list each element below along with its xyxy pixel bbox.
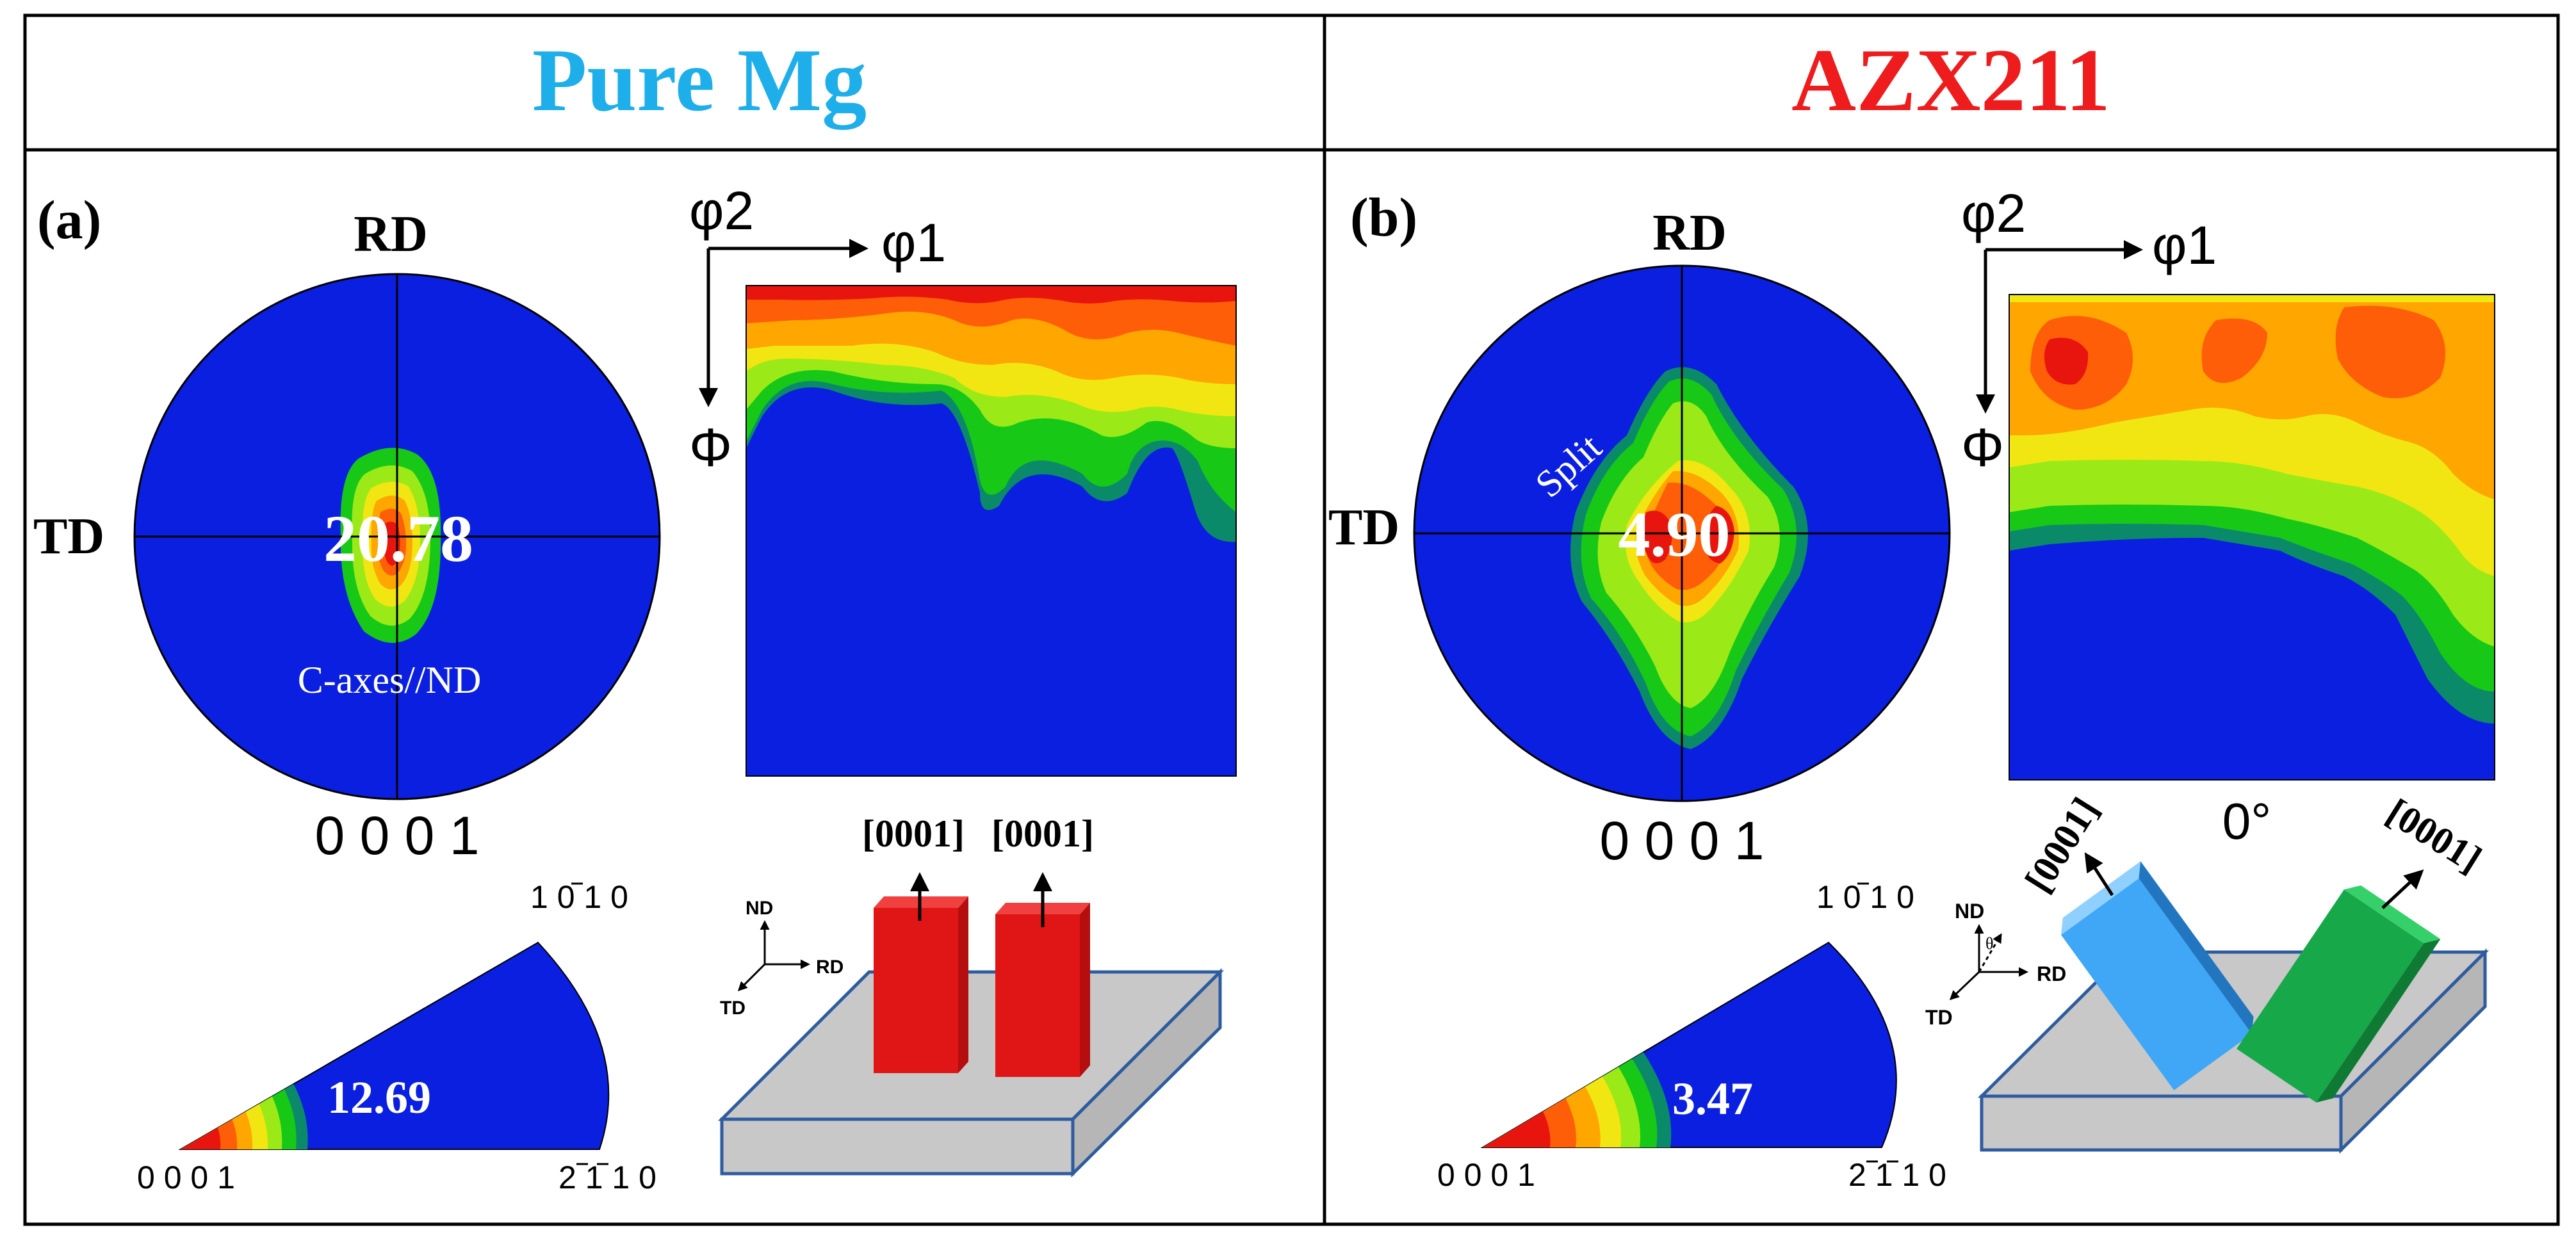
direction-a-left: [0001] [862,813,965,855]
crystal-a-left [874,908,958,1073]
odf-section-b: φ2 φ1 Φ 0° [1961,183,2495,850]
inverse-pole-figure-a: 12.69 0 0 0 1 1 0 1 0 2 1 1 0 [137,879,656,1195]
frame-a-td: TD [720,998,746,1019]
ipf-b-corner-right: 2 1 1 0 [1848,1157,1946,1193]
pole-figure-a-td-label: TD [33,508,104,565]
pole-figure-b-rd-label: RD [1652,205,1727,261]
panel-title-azx211: AZX211 [1791,31,2110,130]
crystal-b-blue [2060,861,2254,1090]
frame-a-rd: RD [816,957,844,978]
odf-section-a: φ2 φ1 Φ [689,181,1237,777]
inverse-pole-figure-b: 3.47 0 0 0 1 1 0 1 0 2 1 1 0 [1437,879,1946,1193]
ipf-a-corner-origin: 0 0 0 1 [137,1160,235,1195]
odf-a-phi-label: Φ [689,417,732,478]
frame-b-angle: θ [1985,934,1993,953]
frame-b-nd: ND [1955,900,1984,923]
table-frame [23,13,2560,1226]
pole-figure-b-td-label: TD [1328,499,1399,556]
crystal-b-green [2237,885,2441,1103]
ipf-a-corner-right: 2 1 1 0 [558,1160,656,1195]
frame-b-td: TD [1925,1006,1953,1029]
pole-figure-a-max-intensity: 20.78 [323,502,473,576]
ipf-b-corner-origin: 0 0 0 1 [1437,1157,1535,1193]
panel-a: (a) RD TD 20.78 C-axes//ND 0 0 0 1 [33,181,1237,1195]
frame-a-nd: ND [746,898,773,919]
direction-b-right: [0001] [2379,791,2489,881]
odf-a-phi2-label: φ2 [689,181,754,241]
direction-b-left: [0001] [2017,790,2107,900]
pole-figure-b-max-intensity: 4.90 [1618,499,1731,570]
crystal-schematic-b: [0001] [0001] ND RD TD θ [1925,790,2490,1154]
crystal-a-right [995,914,1080,1077]
panel-label-a: (a) [37,189,101,250]
odf-a-phi1-label: φ1 [881,213,946,273]
pole-figure-a: RD TD 20.78 C-axes//ND 0 0 0 1 [33,206,661,866]
panel-label-b: (b) [1350,186,1417,248]
direction-a-right: [0001] [991,813,1094,855]
ipf-a-max-intensity: 12.69 [327,1072,431,1123]
odf-b-phi-label: Φ [1961,417,2004,478]
pole-figure-a-annotation: C-axes//ND [298,659,482,701]
odf-b-phi2-label: φ2 [1961,183,2026,243]
ipf-a-corner-top: 1 0 1 0 [530,879,628,915]
pole-figure-b-plane-label: 0 0 0 1 [1600,811,1765,871]
crystal-schematic-a: [0001] [0001] ND RD TD [717,813,1225,1177]
pole-figure-b: RD TD 4.90 Split 0 0 0 1 [1328,205,1951,871]
pole-figure-a-plane-label: 0 0 0 1 [315,805,480,866]
odf-b-phi1-label: φ1 [2152,215,2217,275]
panel-title-pure-mg: Pure Mg [532,31,867,130]
panel-b: (b) RD TD 4.90 Split 0 0 0 1 [1328,183,2495,1193]
frame-b-rd: RD [2037,962,2066,985]
ipf-b-max-intensity: 3.47 [1672,1073,1753,1124]
odf-b-section-label: 0° [2222,793,2271,850]
ipf-b-corner-top: 1 0 1 0 [1816,879,1914,915]
pole-figure-a-rd-label: RD [354,206,428,263]
